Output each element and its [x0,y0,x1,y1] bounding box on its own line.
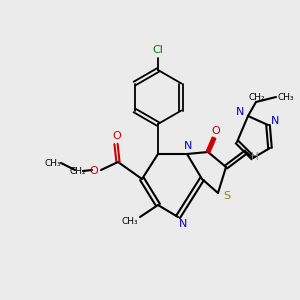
Text: S: S [224,191,231,201]
Text: CH₂: CH₂ [249,92,265,101]
Text: CH₃: CH₃ [278,92,294,101]
Text: O: O [212,126,220,136]
Text: CH₂: CH₂ [70,167,86,176]
Text: N: N [236,107,244,117]
Text: O: O [90,166,98,176]
Text: N: N [184,141,192,151]
Text: N: N [179,219,187,229]
Text: Cl: Cl [153,45,164,55]
Text: H: H [251,152,259,162]
Text: O: O [112,131,122,141]
Text: N: N [271,116,279,126]
Text: CH₃: CH₃ [45,160,61,169]
Text: CH₃: CH₃ [122,218,138,226]
